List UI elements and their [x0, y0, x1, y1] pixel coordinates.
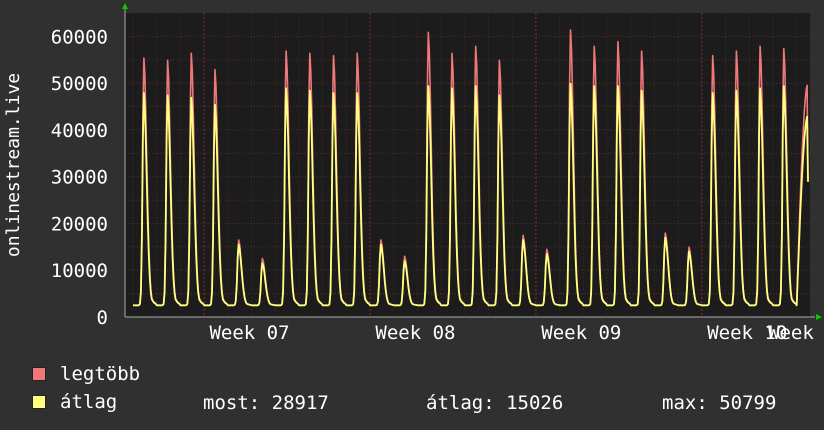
y-tick-label: 60000 [51, 26, 108, 48]
x-axis-arrow-icon [816, 314, 822, 320]
stat-average: átlag: 15026 [426, 392, 564, 414]
legend-label-max: legtöbb [60, 363, 141, 385]
y-axis-arrow-icon [122, 3, 128, 9]
legend-item-max: legtöbb [32, 363, 141, 385]
x-tick-label: Week 08 [375, 322, 455, 344]
y-tick-label: 10000 [51, 260, 108, 282]
legend-item-avg: átlag [32, 391, 118, 413]
series-line-avg [133, 82, 809, 307]
x-tick-label: Week 09 [541, 322, 621, 344]
stat-current: most: 28917 [203, 392, 329, 414]
y-tick-label: 20000 [51, 213, 108, 235]
series-group [133, 29, 809, 307]
x-tick-label: Week 10 [707, 322, 787, 344]
y-tick-label: 50000 [51, 73, 108, 95]
axes [122, 3, 822, 320]
plot-area [125, 13, 810, 317]
legend-label-avg: átlag [60, 391, 118, 413]
avg-swatch [32, 395, 46, 409]
y-tick-label: 0 [97, 307, 108, 329]
stat-maximum: max: 50799 [662, 392, 777, 414]
y-ticks: 0 10000 20000 30000 40000 50000 60000 [51, 26, 108, 329]
x-tick-label: Week 07 [209, 322, 289, 344]
y-axis-label: onlinestream.live [3, 73, 24, 257]
x-tick-label: Week [768, 322, 814, 344]
y-tick-label: 40000 [51, 120, 108, 142]
max-swatch [32, 367, 46, 381]
y-tick-label: 30000 [51, 167, 108, 189]
